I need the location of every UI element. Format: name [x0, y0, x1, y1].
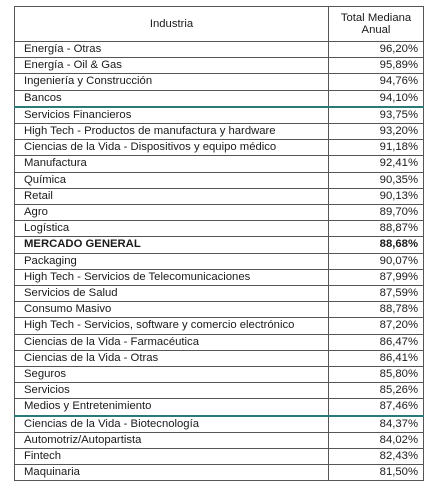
- median-value-cell: 94,76%: [328, 73, 424, 91]
- industry-cell: Retail: [14, 187, 329, 206]
- median-value-cell: 87,20%: [328, 317, 424, 335]
- median-value-cell: 82,43%: [328, 448, 424, 466]
- median-value-cell: 93,20%: [328, 123, 424, 141]
- median-value-cell: 94,10%: [328, 89, 424, 108]
- industry-cell: Manufactura: [14, 155, 329, 173]
- table-row: Fintech 82,43%: [14, 448, 424, 466]
- industry-cell: High Tech - Servicios de Telecomunicacio…: [14, 268, 329, 287]
- industry-cell: Servicios: [14, 382, 329, 400]
- table-row: High Tech - Productos de manufactura y h…: [14, 123, 424, 141]
- median-value-cell: 95,89%: [328, 57, 424, 75]
- industry-median-table: Industria Total Mediana Anual Energía - …: [14, 6, 424, 482]
- industry-cell: Packaging: [14, 252, 329, 270]
- industry-cell: Seguros: [14, 366, 329, 384]
- industry-cell: Logística: [14, 220, 329, 238]
- industry-cell: High Tech - Productos de manufactura y h…: [14, 123, 329, 141]
- header-total-median: Total Mediana Anual: [328, 6, 424, 42]
- industry-cell: MERCADO GENERAL: [14, 236, 329, 254]
- table-row: Medios y Entretenimiento 87,46%: [14, 398, 424, 417]
- table-row: Ingeniería y Construcción 94,76%: [14, 73, 424, 91]
- header-total-median-line2: Anual: [361, 24, 391, 36]
- table-row: Servicios de Salud 87,59%: [14, 285, 424, 303]
- table-row: Manufactura 92,41%: [14, 155, 424, 173]
- industry-cell: Química: [14, 171, 329, 189]
- median-value-cell: 91,18%: [328, 139, 424, 157]
- industry-cell: Energía - Oil & Gas: [14, 57, 329, 75]
- median-value-cell: 81,50%: [328, 464, 424, 482]
- median-value-cell: 87,46%: [328, 398, 424, 417]
- median-value-cell: 92,41%: [328, 155, 424, 173]
- table-row: Servicios 85,26%: [14, 382, 424, 400]
- industry-cell: Bancos: [14, 89, 329, 108]
- median-value-cell: 90,35%: [328, 171, 424, 189]
- table-row: Bancos 94,10%: [14, 89, 424, 108]
- industry-cell: Ciencias de la Vida - Farmacéutica: [14, 333, 329, 351]
- table-row: Energía - Oil & Gas 95,89%: [14, 57, 424, 75]
- table-row: Ciencias de la Vida - Otras 86,41%: [14, 349, 424, 368]
- table-row-highlight: MERCADO GENERAL 88,68%: [14, 236, 424, 254]
- table-row: Automotriz/Autopartista 84,02%: [14, 431, 424, 450]
- table-row: High Tech - Servicios, software y comerc…: [14, 317, 424, 335]
- median-value-cell: 85,26%: [328, 382, 424, 400]
- industry-cell: Ciencias de la Vida - Biotecnología: [14, 414, 329, 433]
- table-row: Servicios Financieros 93,75%: [14, 105, 424, 125]
- table-row: Ciencias de la Vida - Farmacéutica 86,47%: [14, 333, 424, 351]
- industry-cell: Energía - Otras: [14, 40, 329, 59]
- table-header-row: Industria Total Mediana Anual: [14, 6, 424, 42]
- industry-median-table-container: Industria Total Mediana Anual Energía - …: [14, 6, 424, 482]
- industry-cell: Consumo Masivo: [14, 301, 329, 319]
- median-value-cell: 90,07%: [328, 252, 424, 270]
- table-row: Maquinaria 81,50%: [14, 464, 424, 482]
- median-value-cell: 87,99%: [328, 268, 424, 287]
- table-row: Seguros 85,80%: [14, 366, 424, 384]
- table-row: Química 90,35%: [14, 171, 424, 189]
- industry-cell: Ciencias de la Vida - Dispositivos y equ…: [14, 139, 329, 157]
- median-value-cell: 88,87%: [328, 220, 424, 238]
- table-row: Energía - Otras 96,20%: [14, 40, 424, 59]
- median-value-cell: 89,70%: [328, 204, 424, 222]
- table-row: Consumo Masivo 88,78%: [14, 301, 424, 319]
- median-value-cell: 87,59%: [328, 285, 424, 303]
- table-row: Packaging 90,07%: [14, 252, 424, 270]
- industry-cell: Medios y Entretenimiento: [14, 398, 329, 417]
- industry-cell: Ingeniería y Construcción: [14, 73, 329, 91]
- median-value-cell: 84,02%: [328, 431, 424, 450]
- median-value-cell: 90,13%: [328, 187, 424, 206]
- table-row: Retail 90,13%: [14, 187, 424, 206]
- table-row: High Tech - Servicios de Telecomunicacio…: [14, 268, 424, 287]
- median-value-cell: 85,80%: [328, 366, 424, 384]
- median-value-cell: 84,37%: [328, 414, 424, 433]
- industry-cell: Maquinaria: [14, 464, 329, 482]
- table-row: Logística 88,87%: [14, 220, 424, 238]
- industry-cell: High Tech - Servicios, software y comerc…: [14, 317, 329, 335]
- industry-cell: Servicios Financieros: [14, 105, 329, 125]
- header-industry: Industria: [14, 6, 329, 42]
- industry-cell: Automotriz/Autopartista: [14, 431, 329, 450]
- median-value-cell: 96,20%: [328, 40, 424, 59]
- median-value-cell: 86,41%: [328, 349, 424, 368]
- industry-cell: Servicios de Salud: [14, 285, 329, 303]
- median-value-cell: 93,75%: [328, 105, 424, 125]
- median-value-cell: 86,47%: [328, 333, 424, 351]
- header-total-median-line1: Total Mediana: [340, 12, 412, 24]
- industry-cell: Agro: [14, 204, 329, 222]
- industry-cell: Ciencias de la Vida - Otras: [14, 349, 329, 368]
- industry-cell: Fintech: [14, 448, 329, 466]
- median-value-cell: 88,68%: [328, 236, 424, 254]
- table-row: Ciencias de la Vida - Dispositivos y equ…: [14, 139, 424, 157]
- table-row: Ciencias de la Vida - Biotecnología 84,37…: [14, 414, 424, 433]
- median-value-cell: 88,78%: [328, 301, 424, 319]
- table-row: Agro 89,70%: [14, 204, 424, 222]
